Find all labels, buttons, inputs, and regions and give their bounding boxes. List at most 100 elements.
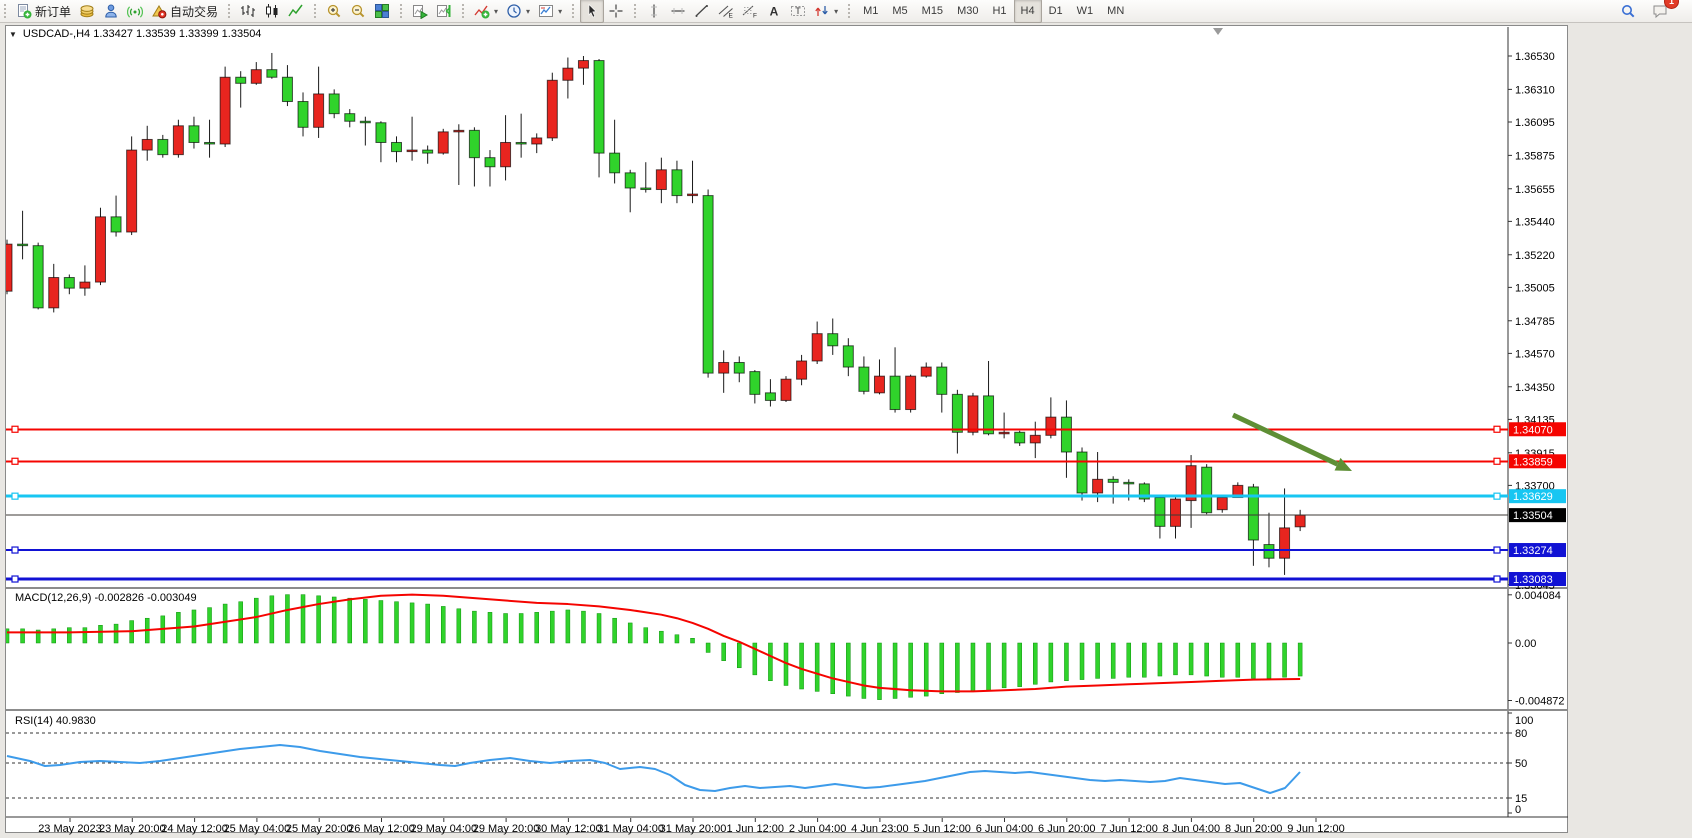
tf-d1-label: D1: [1048, 5, 1063, 17]
line-drag-handle[interactable]: [11, 492, 19, 500]
line-drag-handle[interactable]: [1493, 575, 1501, 583]
tf-h4[interactable]: H4: [1013, 0, 1042, 23]
chevron-down-icon: ▾: [834, 6, 839, 16]
macd-histogram-bar: [456, 608, 462, 644]
macd-histogram-bar: [1235, 642, 1241, 678]
resistance-line-2[interactable]: [6, 457, 1508, 465]
line-chart-type-button[interactable]: [284, 0, 308, 23]
auto-scroll-button[interactable]: [408, 0, 432, 23]
macd-axis[interactable]: 0.004084 0.00 -0.004872: [1508, 590, 1565, 708]
time-tick-label: 26 May 12:00: [348, 823, 415, 835]
candlestick-type-button[interactable]: [260, 0, 284, 23]
bull-candle-body: [811, 333, 823, 362]
macd-histogram-bar: [1064, 642, 1069, 682]
bull-candle-body: [313, 93, 325, 128]
zoom-in-button[interactable]: [322, 0, 346, 23]
price-tick-label: 1.34350: [1515, 382, 1555, 394]
bear-candle-body: [204, 141, 216, 145]
support-line-cyan[interactable]: [6, 492, 1508, 500]
macd-histogram-bar: [331, 596, 337, 644]
macd-histogram-bar: [1095, 642, 1100, 679]
macd-histogram-bar: [1157, 642, 1163, 677]
line-drag-handle[interactable]: [1493, 457, 1501, 465]
macd-histogram-bar: [612, 617, 617, 644]
line-drag-handle[interactable]: [11, 457, 19, 465]
tf-m15[interactable]: M15: [915, 0, 950, 23]
periods-button[interactable]: ▾: [502, 0, 534, 23]
arrows-button[interactable]: ▾: [810, 0, 842, 23]
indicators-button[interactable]: ▾: [470, 0, 502, 23]
support-line-blue-2[interactable]: [6, 575, 1508, 583]
resistance-line-1[interactable]: [6, 425, 1508, 433]
signals-button[interactable]: [123, 0, 147, 23]
horizontal-line-button[interactable]: [666, 0, 690, 23]
bull-candle-body: [531, 137, 543, 145]
bull-candle-body: [437, 131, 449, 154]
bull-candle-body: [1216, 497, 1228, 511]
tf-m30[interactable]: M30: [950, 0, 985, 23]
bar-chart-type-button[interactable]: [236, 0, 260, 23]
trendline-button[interactable]: [690, 0, 714, 23]
svg-text:A: A: [770, 5, 779, 19]
rsi-tick-label: 80: [1515, 728, 1527, 740]
price-tick-label: 1.34570: [1515, 348, 1555, 360]
line-drag-handle[interactable]: [11, 575, 19, 583]
macd-histogram-bar: [425, 603, 430, 644]
tf-m1[interactable]: M1: [856, 0, 885, 23]
tile-windows-button[interactable]: [370, 0, 394, 23]
tf-w1-label: W1: [1076, 5, 1094, 17]
line-drag-handle[interactable]: [1493, 492, 1501, 500]
tf-mn[interactable]: MN: [1100, 0, 1131, 23]
text-button[interactable]: A: [762, 0, 786, 23]
macd-histogram-bar: [955, 642, 960, 693]
down-trend-arrow[interactable]: [1231, 412, 1352, 471]
chart-shift-button[interactable]: [432, 0, 456, 23]
crosshair-button[interactable]: [604, 0, 628, 23]
search-button[interactable]: [1616, 0, 1640, 23]
line-drag-handle[interactable]: [1493, 425, 1501, 433]
signal-icon: [127, 6, 144, 18]
fibonacci-button[interactable]: F: [738, 0, 762, 23]
time-tick-label: 5 Jun 12:00: [913, 823, 971, 835]
vertical-line-button[interactable]: [642, 0, 666, 23]
market-depth-button[interactable]: [75, 0, 99, 23]
toolbar-group: [312, 0, 398, 22]
price-badge-1.33504: 1.33504: [1509, 508, 1566, 523]
svg-text:1.33083: 1.33083: [1513, 574, 1553, 586]
macd-histogram-bar: [690, 638, 695, 644]
auto-trading-button[interactable]: 自动交易: [147, 0, 222, 23]
equidistant-channel-button[interactable]: E: [714, 0, 738, 23]
toolbar-group: [570, 0, 632, 23]
bear-candle-body: [344, 113, 356, 122]
tf-d1[interactable]: D1: [1042, 0, 1070, 23]
line-drag-handle[interactable]: [11, 425, 19, 433]
bull-candle-body: [1294, 514, 1306, 528]
macd-histogram-bar: [1297, 642, 1303, 677]
macd-histogram-bar: [1110, 642, 1116, 679]
new-order-button[interactable]: 新订单: [12, 0, 75, 23]
search-icon: [1622, 4, 1635, 17]
time-tick-label: 25 May 20:00: [286, 823, 353, 835]
tf-w1[interactable]: W1: [1070, 0, 1101, 23]
line-drag-handle[interactable]: [1493, 546, 1501, 554]
line-drag-handle[interactable]: [11, 546, 19, 554]
tf-m30-label: M30: [957, 5, 979, 17]
tf-h1[interactable]: H1: [985, 0, 1013, 23]
text-label-button[interactable]: T: [786, 0, 810, 23]
support-line-blue-1[interactable]: [6, 546, 1508, 554]
macd-histogram-bar: [254, 597, 259, 644]
bull-candle-body: [500, 141, 512, 168]
bull-candle-body: [1045, 416, 1057, 436]
cursor-button[interactable]: [580, 0, 605, 23]
templates-button[interactable]: ▾: [534, 0, 566, 23]
zoom-out-button[interactable]: [346, 0, 370, 23]
chart-collapse-icon[interactable]: ▼: [9, 29, 17, 39]
community-button[interactable]: [99, 0, 123, 23]
tf-m5[interactable]: M5: [885, 0, 914, 23]
macd-histogram-bar: [20, 628, 25, 644]
bear-candle-body: [297, 101, 309, 128]
